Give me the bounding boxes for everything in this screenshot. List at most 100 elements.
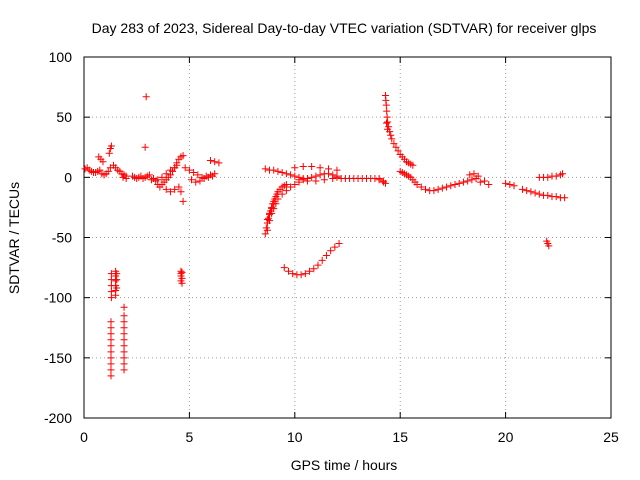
data-point: [382, 101, 390, 109]
data-point: [443, 183, 451, 191]
data-point: [413, 181, 421, 189]
data-point: [383, 107, 391, 115]
data-point: [291, 181, 299, 189]
data-point: [430, 187, 438, 195]
data-point: [204, 173, 212, 181]
data-point: [166, 166, 174, 174]
data-point: [107, 288, 115, 296]
data-point: [177, 188, 185, 196]
data-point: [518, 185, 526, 193]
x-tick-label: 25: [603, 429, 619, 445]
data-point: [120, 342, 128, 350]
data-point: [263, 226, 271, 234]
data-point: [481, 177, 489, 185]
data-point: [447, 182, 455, 190]
data-point: [107, 336, 115, 344]
data-point: [523, 187, 531, 195]
x-axis-label: GPS time / hours: [291, 457, 398, 473]
data-point: [314, 261, 322, 269]
data-point: [325, 165, 333, 173]
data-point: [266, 209, 274, 217]
data-point: [384, 118, 392, 126]
data-point: [561, 194, 569, 202]
data-point: [120, 348, 128, 356]
x-tick-label: 15: [392, 429, 408, 445]
data-point: [466, 171, 474, 179]
data-point: [333, 173, 341, 181]
data-point: [107, 342, 115, 350]
data-point: [171, 185, 179, 193]
data-point: [188, 176, 196, 184]
data-point: [107, 318, 115, 326]
data-point: [280, 264, 288, 272]
data-point: [333, 166, 341, 174]
data-point: [474, 172, 482, 180]
y-tick-label: 0: [64, 169, 72, 185]
data-point: [120, 318, 128, 326]
data-point: [390, 140, 398, 148]
y-tick-label: -100: [44, 290, 72, 306]
data-point: [119, 173, 127, 181]
data-point: [291, 164, 299, 172]
data-point: [181, 164, 189, 172]
data-point: [387, 131, 395, 139]
data-point: [96, 166, 104, 174]
data-point: [417, 183, 425, 191]
chart-title: Day 283 of 2023, Sidereal Day-to-day VTE…: [92, 20, 597, 36]
axis-ticks: 0 5 10 15 20 25 -200 -150 -100 -50 0 50 100: [44, 49, 619, 445]
data-point: [316, 164, 324, 172]
data-point: [322, 252, 330, 260]
data-point: [318, 256, 326, 264]
data-point: [192, 178, 200, 186]
data-point: [394, 147, 402, 155]
data-point: [162, 185, 170, 193]
y-axis-label: SDTVAR / TECUs: [6, 182, 22, 294]
data-point: [316, 171, 324, 179]
data-point: [459, 178, 467, 186]
y-tick-label: 100: [49, 49, 73, 65]
y-tick-label: 50: [56, 109, 72, 125]
data-point: [263, 215, 271, 223]
data-point: [270, 166, 278, 174]
data-point: [122, 175, 130, 183]
data-point: [464, 177, 472, 185]
data-point: [107, 294, 115, 302]
data-point: [120, 360, 128, 368]
data-point: [468, 176, 476, 184]
data-point: [295, 176, 303, 184]
data-point: [327, 247, 335, 255]
data-point: [297, 271, 305, 279]
data-point: [331, 243, 339, 251]
data-point: [173, 161, 181, 169]
data-point: [200, 175, 208, 183]
data-point: [274, 195, 282, 203]
data-point: [545, 242, 553, 250]
data-point: [211, 158, 219, 166]
data-point: [384, 125, 392, 133]
data-point: [308, 173, 316, 181]
data-point: [535, 190, 543, 198]
data-point: [299, 163, 307, 171]
data-point: [166, 188, 174, 196]
y-tick-label: -150: [44, 350, 72, 366]
data-point: [455, 179, 463, 187]
data-point: [113, 284, 121, 292]
data-point: [196, 177, 204, 185]
data-point: [104, 167, 112, 175]
data-point: [99, 158, 107, 166]
data-point: [382, 119, 390, 127]
data-point: [409, 161, 417, 169]
data-point: [552, 172, 560, 180]
data-point: [335, 240, 343, 248]
data-point: [451, 181, 459, 189]
data-point: [179, 152, 187, 160]
data-point: [287, 183, 295, 191]
data-point: [175, 183, 183, 191]
x-tick-label: 5: [186, 429, 194, 445]
data-point: [179, 197, 187, 205]
data-point: [154, 176, 162, 184]
data-point: [178, 268, 186, 276]
scatter-points: [81, 92, 569, 380]
data-point: [301, 270, 309, 278]
